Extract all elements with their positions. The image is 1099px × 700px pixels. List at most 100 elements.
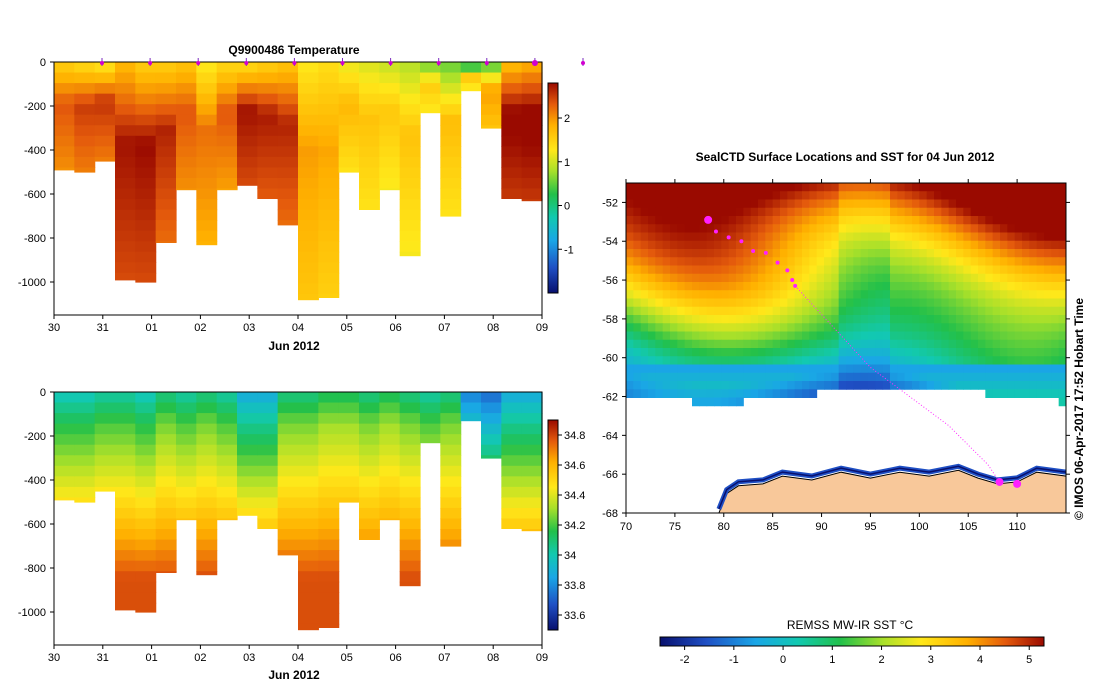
sst-cell xyxy=(868,356,876,365)
sst-cell xyxy=(772,273,781,283)
sst-cell xyxy=(780,216,788,225)
profile-cell xyxy=(501,455,523,467)
sst-cell xyxy=(1014,339,1023,349)
profile-cell xyxy=(399,413,421,425)
profile-cell xyxy=(74,146,96,158)
sst-cell xyxy=(948,183,957,192)
sst-cell xyxy=(934,315,942,324)
profile-cell xyxy=(338,93,360,105)
sst-cell xyxy=(1051,265,1060,275)
sst-cell xyxy=(1029,191,1038,200)
sst-cell xyxy=(670,298,678,308)
sst-cell xyxy=(1000,389,1008,398)
sst-cell xyxy=(714,249,722,258)
sst-cell xyxy=(692,191,700,200)
profile-cell xyxy=(420,72,441,84)
profile-cell xyxy=(521,156,543,169)
profile-cell xyxy=(216,188,238,191)
sst-cell xyxy=(904,298,913,308)
sst-cell xyxy=(860,191,869,200)
sst-cell xyxy=(816,183,825,192)
sst-cell xyxy=(985,356,994,365)
sst-cell xyxy=(1014,224,1023,233)
sst-cell xyxy=(714,282,722,291)
sst-cell xyxy=(1022,306,1030,316)
sst-cell xyxy=(868,298,876,308)
profile-cell xyxy=(359,188,380,200)
sst-cell xyxy=(948,282,957,291)
profile-cell xyxy=(501,476,523,488)
sst-cell xyxy=(750,282,759,291)
sst-cell xyxy=(838,183,847,192)
track-point xyxy=(751,248,756,253)
profile-cell xyxy=(74,156,96,169)
sst-cell xyxy=(890,216,898,225)
sst-cell xyxy=(831,381,840,390)
sst-cell xyxy=(1036,273,1045,283)
sst-cell xyxy=(956,273,964,283)
profile-cell xyxy=(216,93,238,105)
sst-cell xyxy=(890,232,898,242)
profile-cell xyxy=(318,423,340,435)
profile-cell xyxy=(216,104,238,116)
sst-cell xyxy=(831,348,840,357)
sst-cell xyxy=(787,232,796,242)
sst-cell xyxy=(1029,216,1038,225)
sst-cell xyxy=(684,364,693,374)
sst-cell xyxy=(934,381,942,390)
sst-cell xyxy=(780,389,788,398)
sst-cell xyxy=(692,232,700,242)
profile-cell xyxy=(399,423,421,435)
profile-cell xyxy=(155,83,177,95)
sst-cell xyxy=(904,240,913,250)
sst-cell xyxy=(1058,282,1067,291)
y-tick-label: -1000 xyxy=(18,277,46,289)
profile-marker-dot xyxy=(148,61,153,65)
sst-cell xyxy=(677,306,686,316)
profile-cell xyxy=(460,413,482,422)
profile-cell xyxy=(338,455,360,467)
profile-cell xyxy=(521,167,543,179)
profile-cell xyxy=(277,413,299,425)
profile-cell xyxy=(298,241,319,253)
profile-cell xyxy=(379,486,401,499)
sst-cell xyxy=(670,306,678,316)
sst-cell xyxy=(743,207,752,217)
sst-cell xyxy=(948,191,957,200)
sst-cell xyxy=(816,232,825,242)
profile-cell xyxy=(318,444,340,456)
colorbar-tick-label: 0 xyxy=(564,201,570,213)
sst-cell xyxy=(985,290,994,299)
sst-cell xyxy=(941,257,950,266)
sst-cell xyxy=(919,216,928,225)
profile-cell xyxy=(399,135,421,147)
sst-cell xyxy=(846,191,854,200)
sst-cell xyxy=(868,191,876,200)
sst-cell xyxy=(978,290,986,299)
sst-cell xyxy=(1000,240,1008,250)
sst-cell xyxy=(640,381,649,390)
sst-cell xyxy=(1036,232,1045,242)
sst-cell xyxy=(721,372,730,382)
sst-cell xyxy=(714,232,722,242)
sst-cell xyxy=(750,306,759,316)
sst-cell xyxy=(670,232,678,242)
sst-cell xyxy=(728,348,737,357)
sst-cell xyxy=(824,199,832,209)
sst-cell xyxy=(758,265,766,275)
sst-cell xyxy=(992,364,1001,374)
sst-cell xyxy=(1007,191,1016,200)
profile-cell xyxy=(216,476,238,488)
profile-cell xyxy=(196,486,218,499)
sst-cell xyxy=(626,183,634,192)
profile-cell xyxy=(196,62,218,74)
sst-cell xyxy=(941,356,950,365)
sst-cell xyxy=(904,257,913,266)
sst-cell xyxy=(919,348,928,357)
sst-cell xyxy=(897,356,906,365)
sst-cell xyxy=(970,224,979,233)
sst-cell xyxy=(831,224,840,233)
sst-cell xyxy=(765,290,774,299)
x-tick-label: 02 xyxy=(194,652,206,664)
sst-cell xyxy=(1058,356,1067,365)
